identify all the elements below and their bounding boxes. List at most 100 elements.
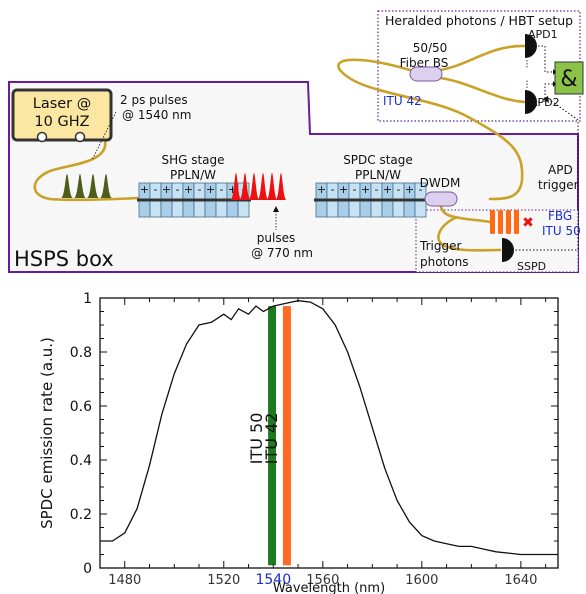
y-tick-label-0.8: 0.8 xyxy=(70,345,92,361)
fiber-laser-to-shg xyxy=(33,138,140,202)
red-pulse-3 xyxy=(257,173,269,200)
fbg-label-2: ITU 50 xyxy=(542,224,581,238)
dwdm-label: DWDM xyxy=(420,176,461,190)
x-tick-label-1560: 1560 xyxy=(306,573,339,588)
red-pulse-4 xyxy=(266,173,278,200)
laser-box xyxy=(11,88,113,142)
spdc-label-2: PPLN/W xyxy=(355,168,401,182)
poling-sign-1: - xyxy=(331,183,335,196)
infrared-pulse-0 xyxy=(61,174,73,198)
gate-arrow-top xyxy=(553,69,556,75)
y-tick-label-1: 1 xyxy=(83,291,92,307)
x-tick-label-1480: 1480 xyxy=(108,573,141,588)
y-tick-label-0.4: 0.4 xyxy=(70,453,92,469)
and-gate-symbol: & xyxy=(560,67,577,92)
laser-label-1: Laser @ xyxy=(33,96,92,112)
bs-label-2: Fiber BS xyxy=(400,56,449,70)
and-gate xyxy=(554,61,584,95)
apd-trigger-arrowhead xyxy=(543,96,549,103)
red-pulses xyxy=(230,173,287,200)
poling-sign-6: + xyxy=(383,183,392,196)
poling-sign-5: - xyxy=(375,183,379,196)
poling-sign-8: + xyxy=(405,183,414,196)
poling-sign-7: - xyxy=(397,183,401,196)
pulses-2ps-label-2: @ 1540 nm xyxy=(122,108,191,122)
hbt-title: Heralded photons / HBT setup xyxy=(385,13,573,28)
sspd-detector xyxy=(502,238,514,262)
apd2-label: APD2 xyxy=(530,96,560,109)
infrared-pulse-1 xyxy=(74,174,86,198)
y-tick-label-0.2: 0.2 xyxy=(70,507,92,523)
y-axis-ticks: 0 0.2 0.4 0.6 0.8 1 xyxy=(70,291,558,577)
fiber-dwdm-to-fbg xyxy=(438,197,492,224)
pulses770-label-2: @ 770 nm xyxy=(251,246,313,260)
band-label-1: ITU 42 xyxy=(262,413,281,465)
infrared-pulses xyxy=(61,174,112,198)
pulses-2ps-label-1: 2 ps pulses xyxy=(120,93,188,107)
red-pulse-arrowhead xyxy=(273,206,279,212)
poling-sign-9: - xyxy=(419,183,423,196)
emission-curve xyxy=(100,300,558,556)
apd-to-gate-lines xyxy=(538,45,553,103)
poling-sign-5: - xyxy=(198,183,202,196)
apd-trigger-label-2: trigger xyxy=(538,178,579,192)
fbg-label-1: FBG xyxy=(548,209,572,223)
dwdm-coupler xyxy=(424,191,458,207)
gate-arrow-bottom xyxy=(553,81,556,87)
shg-label-1: SHG stage xyxy=(161,153,224,167)
infrared-pulse-2 xyxy=(87,174,99,198)
x-tick-label-1520: 1520 xyxy=(207,573,240,588)
poling-sign-2: + xyxy=(339,183,348,196)
y-tick-label-0: 0 xyxy=(83,561,92,577)
x-tick-label-1640: 1640 xyxy=(504,573,537,588)
y-axis-label: SPDC emission rate (a.u.) xyxy=(38,337,56,529)
poling-sign-3: - xyxy=(176,183,180,196)
poling-sign-2: + xyxy=(162,183,171,196)
fibers xyxy=(33,44,527,252)
poling-sign-8: + xyxy=(228,183,237,196)
poling-sign-1: - xyxy=(154,183,158,196)
poling-sign-4: + xyxy=(184,183,193,196)
apd-trigger-label-1: APD xyxy=(548,163,573,177)
apd2-detector xyxy=(525,90,537,114)
red-pulse-0 xyxy=(230,173,242,200)
infrared-pulse-3 xyxy=(100,174,112,198)
x-tick-label-1600: 1600 xyxy=(405,573,438,588)
red-pulse-2 xyxy=(248,173,260,200)
band-0 xyxy=(268,306,277,566)
poling-sign-4: + xyxy=(361,183,370,196)
y-tick-label-0.6: 0.6 xyxy=(70,399,92,415)
fiber-fbg-to-sspd xyxy=(437,216,502,252)
hsps-box-label: HSPS box xyxy=(14,247,114,271)
poling-sign-0: + xyxy=(317,183,326,196)
poling-sign-6: + xyxy=(206,183,215,196)
x-axis-ticks: 1480 1520 1540 1560 1600 1640 xyxy=(99,298,547,588)
x-tick-label-1540: 1540 xyxy=(255,572,291,588)
chart-frame xyxy=(99,297,559,569)
trigger-photons-label-1: Trigger xyxy=(419,239,461,253)
pulses770-label-1: pulses xyxy=(257,231,295,245)
trigger-photons-label-2: photons xyxy=(420,255,468,269)
red-pulse-1 xyxy=(239,173,251,200)
fiber-bs-to-apd1 xyxy=(438,44,527,72)
fiber-bs-to-apd2 xyxy=(438,76,527,104)
trigger-box xyxy=(415,209,579,273)
fiber-spdc-to-dwdm xyxy=(337,58,524,201)
bs-label-1: 50/50 xyxy=(413,41,448,55)
fbg-x-mark: ✖ xyxy=(522,215,534,231)
laser-knob-left xyxy=(36,131,48,143)
apd1-label: APD1 xyxy=(528,28,558,41)
apd1-detector xyxy=(525,34,537,58)
red-pulse-5 xyxy=(275,173,287,200)
fiber-bs-coupler xyxy=(409,66,443,82)
poling-sign-7: - xyxy=(220,183,224,196)
spdc-label-1: SPDC stage xyxy=(343,153,413,167)
poling-sign-0: + xyxy=(140,183,149,196)
poling-sign-3: - xyxy=(353,183,357,196)
x-axis-label: Wavelength (nm) xyxy=(273,581,385,594)
fbg-grating xyxy=(490,210,519,234)
shg-label-2: PPLN/W xyxy=(170,168,216,182)
